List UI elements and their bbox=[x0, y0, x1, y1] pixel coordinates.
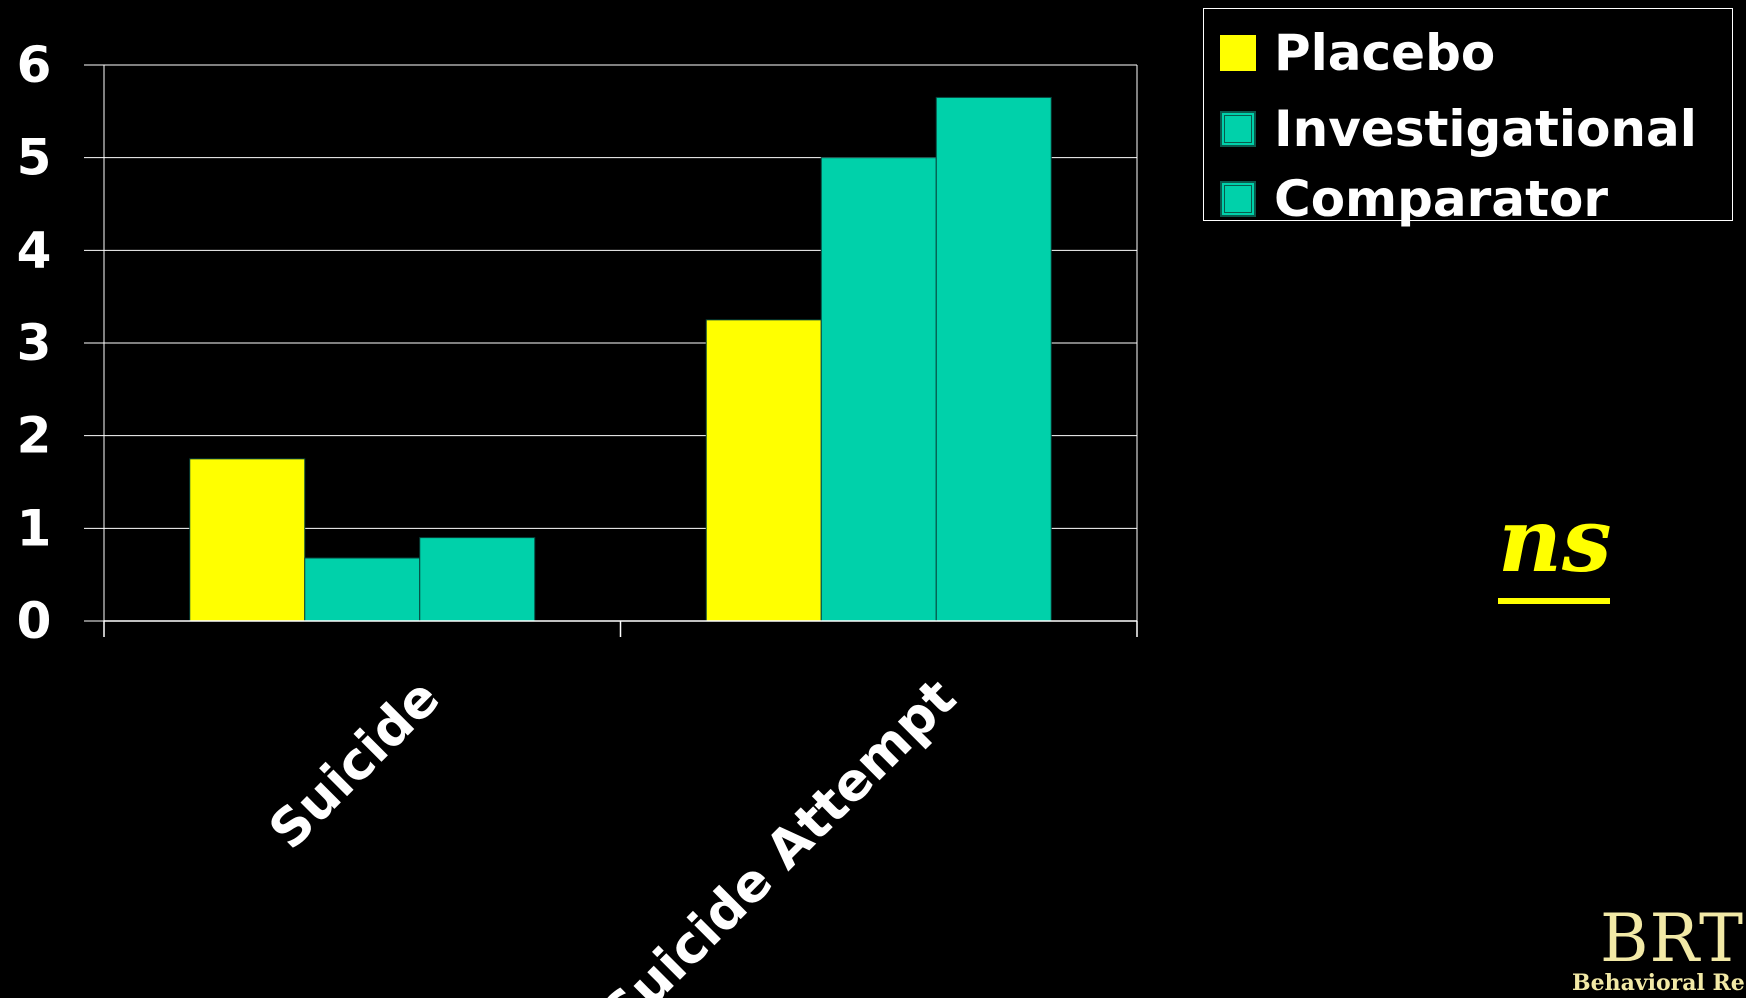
significance-underline bbox=[1498, 598, 1610, 604]
category-labels: Suicide Suicide Attempt bbox=[258, 668, 968, 998]
bar-placebo-suicide bbox=[189, 458, 306, 622]
brt-logo: BRT Behavioral Re bbox=[1568, 906, 1746, 998]
logo-mark: BRT bbox=[1600, 906, 1745, 977]
bar-investigational-suicide bbox=[304, 557, 421, 622]
bar-placebo-suicide-attempt bbox=[705, 319, 822, 622]
bars bbox=[189, 96, 1052, 622]
logo-subtitle: Behavioral Re bbox=[1572, 970, 1745, 996]
bar-comparator-suicide bbox=[419, 537, 536, 622]
bar-investigational-suicide-attempt bbox=[820, 157, 937, 622]
legend-label-investigational: Investigational bbox=[1274, 100, 1697, 158]
y-tick-label: 3 bbox=[17, 314, 52, 372]
y-tick-label: 2 bbox=[17, 407, 52, 465]
legend: Placebo Investigational Comparator bbox=[1203, 8, 1733, 228]
y-tick-label: 0 bbox=[17, 592, 52, 650]
legend-label-comparator: Comparator bbox=[1274, 170, 1608, 228]
legend-swatch-placebo bbox=[1220, 35, 1256, 71]
legend-swatch-investigational bbox=[1220, 111, 1256, 147]
y-tick-labels: 0 1 2 3 4 5 6 bbox=[17, 36, 52, 650]
axes bbox=[84, 64, 1138, 637]
bar-comparator-suicide-attempt bbox=[935, 96, 1052, 622]
legend-item-placebo: Placebo bbox=[1220, 23, 1495, 83]
significance-annotation: ns bbox=[1498, 488, 1612, 592]
legend-item-investigational: Investigational bbox=[1220, 99, 1697, 159]
y-tick-label: 1 bbox=[17, 499, 52, 557]
y-tick-label: 4 bbox=[17, 221, 52, 279]
y-tick-label: 6 bbox=[17, 36, 52, 94]
x-category-label: Suicide Attempt bbox=[591, 668, 968, 998]
legend-item-comparator: Comparator bbox=[1220, 169, 1608, 229]
x-category-label: Suicide bbox=[258, 668, 451, 861]
y-tick-label: 5 bbox=[17, 129, 52, 187]
legend-swatch-comparator bbox=[1220, 181, 1256, 217]
legend-label-placebo: Placebo bbox=[1274, 24, 1496, 82]
